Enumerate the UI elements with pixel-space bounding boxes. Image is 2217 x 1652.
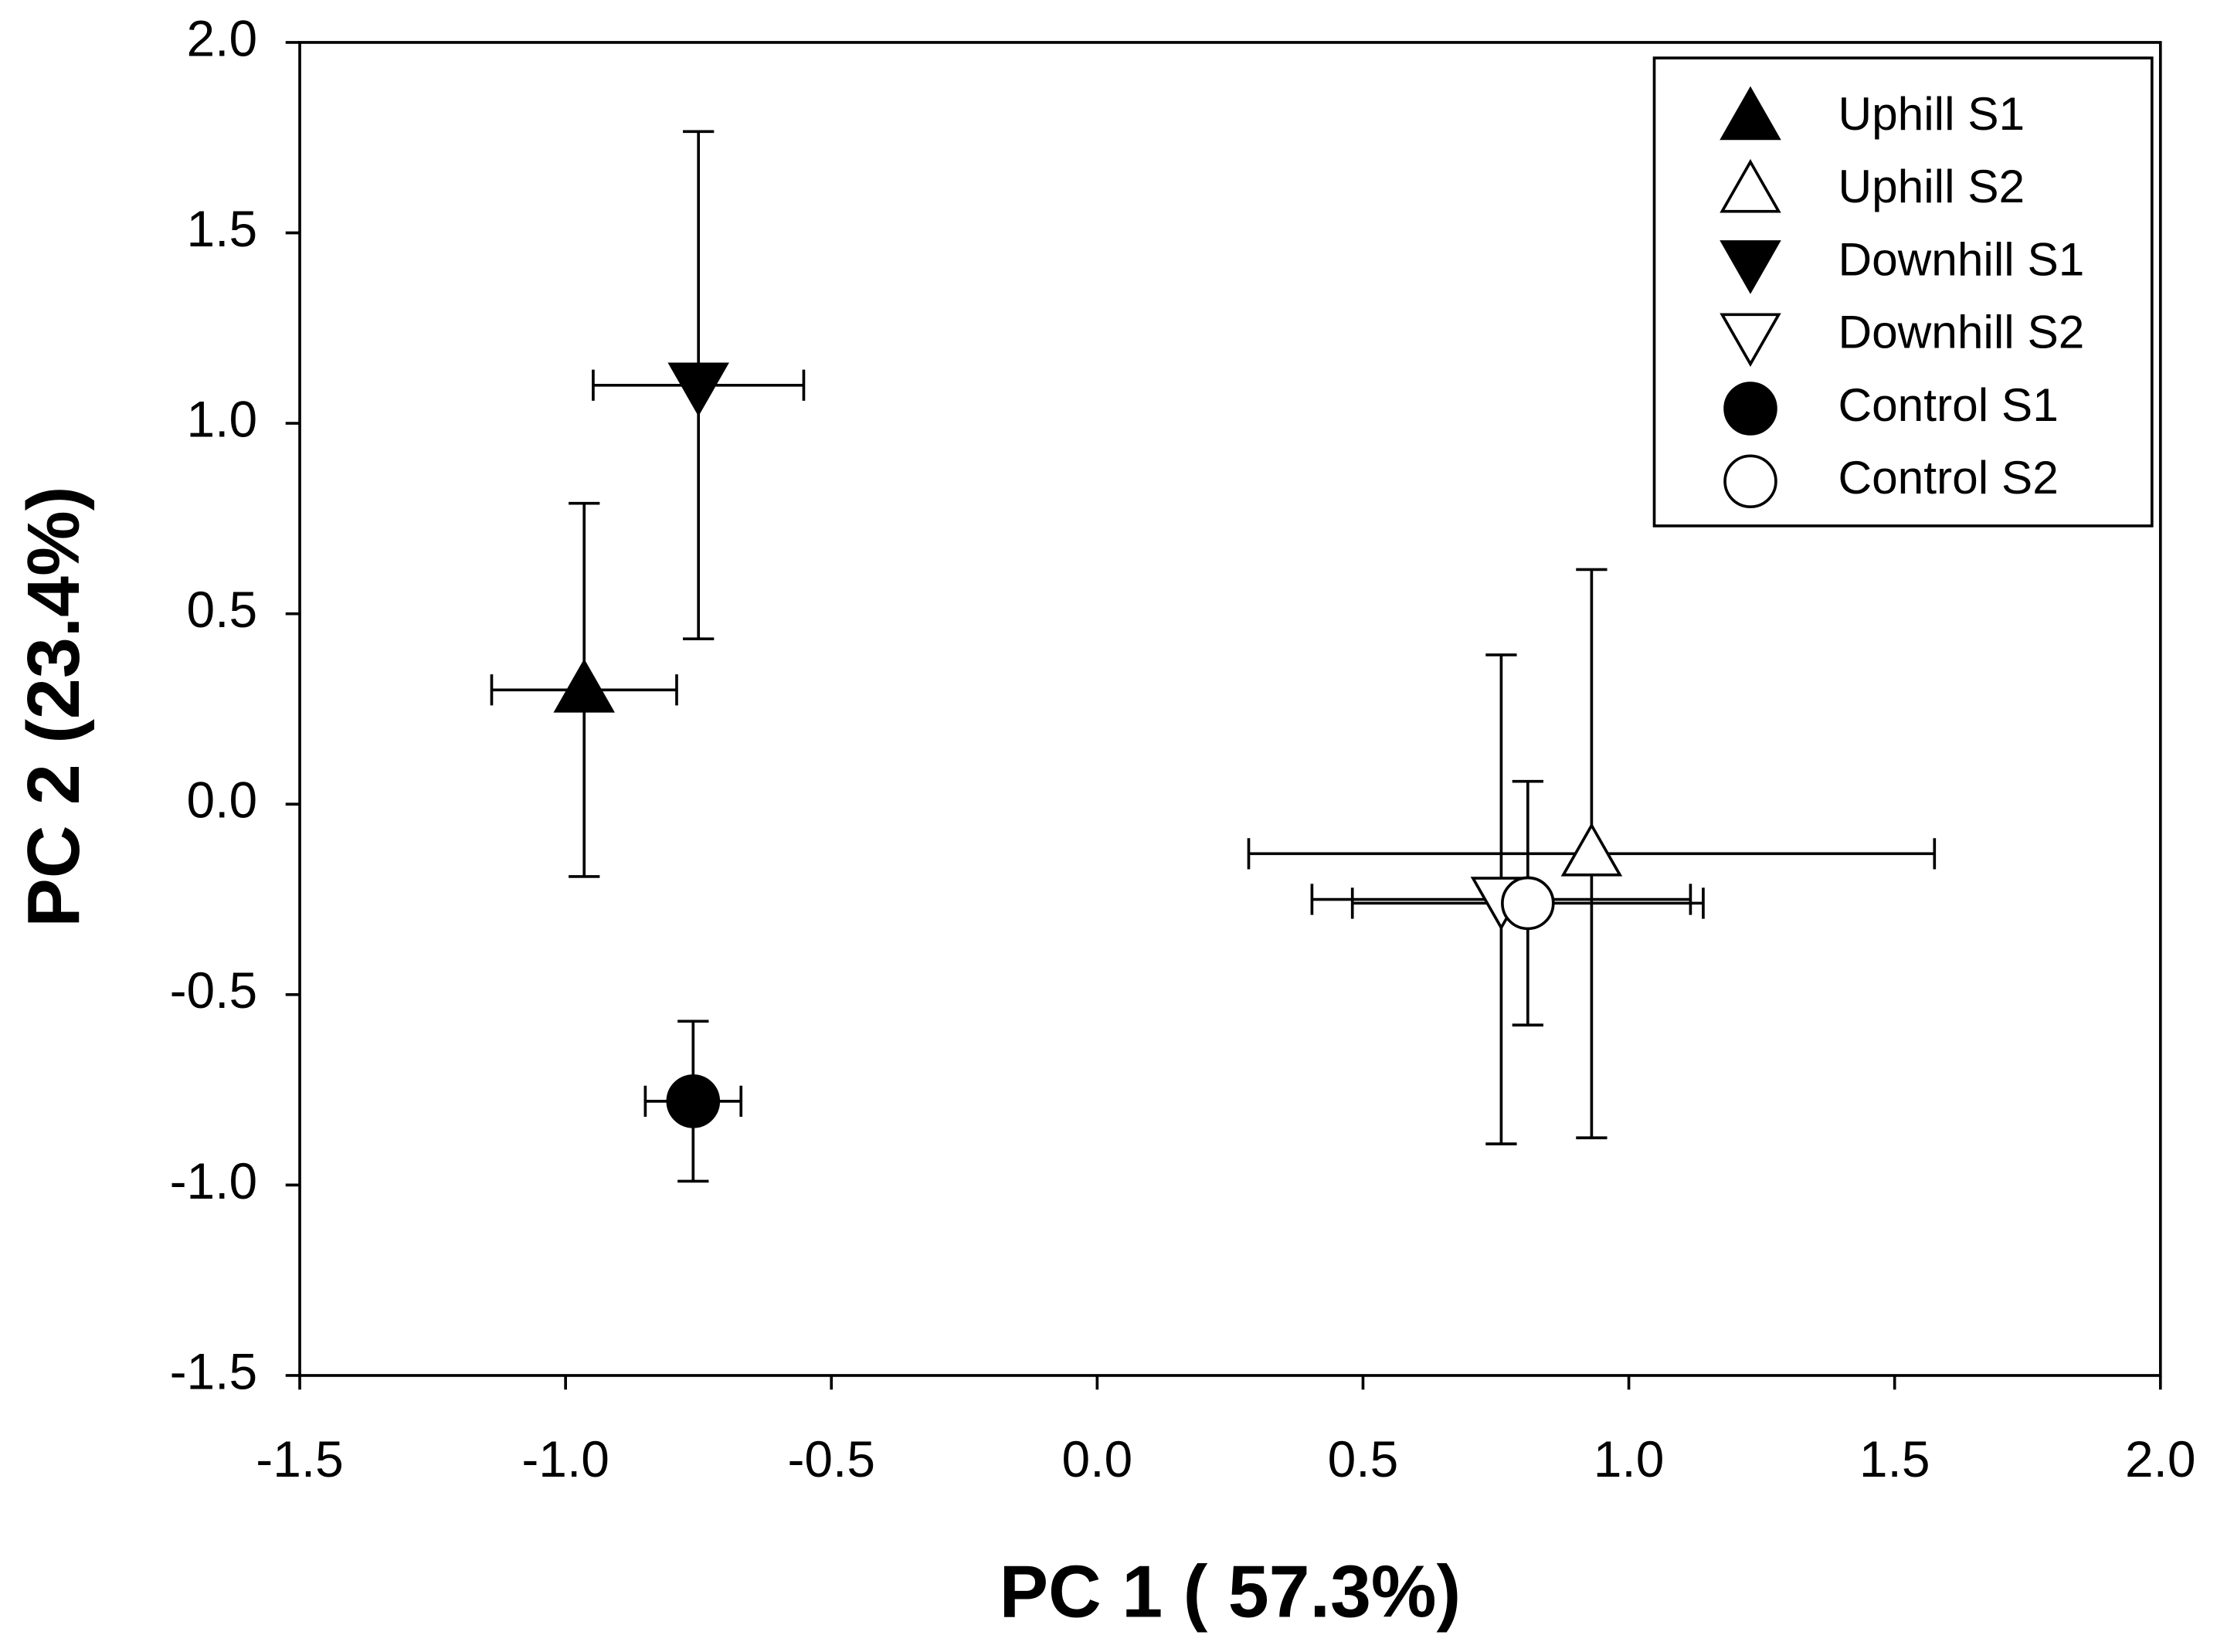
x-tick-label: -0.5 <box>787 1430 875 1487</box>
y-tick-label: -0.5 <box>170 962 258 1019</box>
x-axis-label: PC 1 ( 57.3%) <box>1000 1551 1462 1633</box>
y-tick-label: 1.5 <box>187 200 258 257</box>
x-tick-label: 1.0 <box>1594 1430 1665 1487</box>
legend-marker <box>1723 454 1777 509</box>
x-tick-label: 0.5 <box>1328 1430 1399 1487</box>
y-tick-label: -1.5 <box>170 1342 258 1399</box>
legend-label: Control S2 <box>1838 451 2058 504</box>
y-tick-label: 0.0 <box>187 772 258 829</box>
x-tick-label: 2.0 <box>2125 1430 2196 1487</box>
y-tick-label: 2.0 <box>187 9 258 66</box>
legend-marker <box>1720 240 1781 294</box>
x-tick-label: 0.0 <box>1062 1430 1133 1487</box>
legend-label: Control S1 <box>1838 378 2058 431</box>
legend-label: Downhill S1 <box>1838 232 2084 285</box>
x-tick-label: -1.0 <box>521 1430 609 1487</box>
x-tick-label: -1.5 <box>256 1430 344 1487</box>
legend-label: Uphill S2 <box>1838 160 2025 212</box>
legend-marker <box>1720 313 1781 368</box>
point <box>666 1074 721 1128</box>
point <box>553 658 615 713</box>
point <box>1560 823 1623 877</box>
legend-marker <box>1720 86 1781 141</box>
y-tick-label: 0.5 <box>187 581 258 638</box>
legend-label: Downhill S2 <box>1838 306 2084 358</box>
x-tick-label: 1.5 <box>1859 1430 1930 1487</box>
y-axis-label: PC 2 (23.4%) <box>13 487 95 928</box>
plot-frame <box>298 41 2162 1377</box>
legend-marker <box>1723 382 1777 436</box>
point <box>667 362 729 417</box>
legend-label: Uphill S1 <box>1838 87 2025 140</box>
point <box>1501 876 1555 931</box>
legend-marker <box>1720 158 1781 213</box>
y-tick-label: 1.0 <box>187 390 258 447</box>
y-tick-label: -1.0 <box>170 1152 258 1209</box>
